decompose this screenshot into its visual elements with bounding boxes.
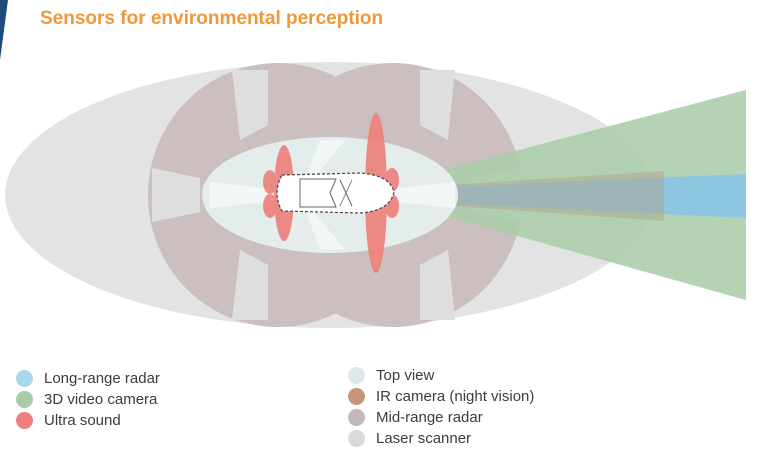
legend-right: Top view IR camera (night vision) Mid-ra… (348, 365, 534, 449)
sensor-coverage-diagram (5, 62, 746, 328)
long-range-radar-beam (372, 174, 746, 218)
legend-swatch (16, 391, 33, 408)
legend-swatch (348, 409, 365, 426)
legend-label: IR camera (night vision) (376, 388, 535, 405)
legend-swatch (348, 367, 365, 384)
legend-left: Long-range radar 3D video camera Ultra s… (16, 368, 160, 431)
legend-swatch (16, 370, 33, 387)
car-outline (276, 172, 395, 214)
legend-swatch (348, 388, 365, 405)
legend-swatch (348, 430, 365, 447)
legend-label: Mid-range radar (376, 409, 483, 426)
legend-item-3d-video-camera: 3D video camera (16, 389, 160, 410)
laser-scanner-sectors (152, 70, 522, 320)
legend-label: Long-range radar (44, 370, 160, 387)
legend-item-ir-camera: IR camera (night vision) (348, 386, 534, 407)
legend-label: Laser scanner (376, 430, 472, 447)
legend-label: Ultra sound (44, 412, 121, 429)
legend-item-mid-range-radar: Mid-range radar (348, 407, 534, 428)
legend-swatch (16, 412, 33, 429)
legend-label: Top view (376, 367, 435, 384)
legend-item-long-range-radar: Long-range radar (16, 368, 160, 389)
page-title: Sensors for environmental perception (40, 8, 384, 29)
ir-camera-beam (372, 171, 664, 221)
legend-item-ultra-sound: Ultra sound (16, 410, 160, 431)
legend-label: 3D video camera (44, 391, 158, 408)
corner-accent (0, 0, 8, 60)
legend-item-top-view: Top view (348, 365, 534, 386)
legend-item-laser-scanner: Laser scanner (348, 428, 534, 449)
